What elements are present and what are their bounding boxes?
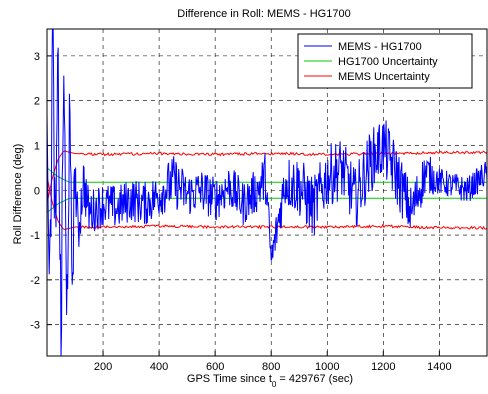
series-line-hg1700-uncertainty-upper xyxy=(47,167,487,183)
x-tick-label: 1000 xyxy=(315,361,339,373)
series-line-mems-uncertainty-lower xyxy=(47,179,487,231)
y-tick-label: 1 xyxy=(34,140,40,152)
legend-label: MEMS - HG1700 xyxy=(338,41,422,53)
x-tick-label: 800 xyxy=(262,361,280,373)
y-axis-label: Roll Difference (deg) xyxy=(12,144,24,245)
x-tick-label: 1400 xyxy=(427,361,451,373)
legend-label: MEMS Uncertainty xyxy=(338,71,430,83)
x-tick-label: 600 xyxy=(206,361,224,373)
x-tick-label: 200 xyxy=(94,361,112,373)
chart-title: Difference in Roll: MEMS - HG1700 xyxy=(177,8,350,20)
y-tick-label: 3 xyxy=(34,51,40,63)
y-tick-label: -3 xyxy=(30,320,40,332)
y-tick-label: -1 xyxy=(30,230,40,242)
legend: MEMS - HG1700 HG1700 Uncertainty MEMS Unce… xyxy=(297,33,473,89)
y-tick-label: -2 xyxy=(30,275,40,287)
x-tick-label: 1200 xyxy=(371,361,395,373)
series-line-mems-hg1700 xyxy=(47,29,487,356)
plot-border xyxy=(46,28,488,357)
x-axis-label: GPS Time since t0 = 429767 (sec) xyxy=(187,373,353,389)
legend-label: HG1700 Uncertainty xyxy=(338,56,438,68)
x-tick-label: 400 xyxy=(150,361,168,373)
y-tick-label: 2 xyxy=(34,96,40,108)
y-tick-label: 0 xyxy=(34,185,40,197)
series-line-mems-uncertainty-upper xyxy=(47,150,487,202)
